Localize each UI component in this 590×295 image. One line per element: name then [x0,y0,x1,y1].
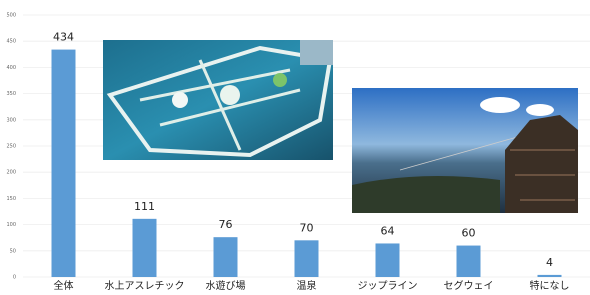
x-tick-label: 特になし [530,280,570,291]
x-tick-label: 全体 [54,279,74,291]
value-label: 111 [134,200,155,213]
bar [52,50,76,277]
y-tick-label: 100 [6,222,16,228]
y-tick-label: 300 [6,117,16,123]
value-label: 64 [381,224,395,237]
page: 0 50 100 150 200 250 300 350 400 450 500 全体 434 水上アスレ… [0,0,590,291]
y-tick-label: 0 [13,275,16,281]
value-label: 434 [53,31,74,44]
value-label: 76 [219,218,233,231]
photo-water-park [103,40,333,160]
bar [376,243,400,277]
y-tick-label: 200 [6,170,16,176]
y-tick-label: 350 [6,91,16,97]
value-label: 4 [546,256,553,269]
x-tick-label: ジップライン [358,280,418,291]
y-tick-label: 500 [6,13,16,19]
chart: 0 50 100 150 200 250 300 350 400 450 500 全体 434 水上アスレ… [0,0,590,291]
bar [214,237,238,277]
y-tick-label: 450 [6,39,16,45]
y-tick-label: 400 [6,65,16,71]
x-tick-label: 水遊び場 [206,279,246,291]
y-tick-label: 250 [6,144,16,150]
y-tick-label: 150 [6,196,16,202]
value-label: 60 [462,227,476,240]
x-tick-label: セグウェイ [444,279,494,291]
bar [457,246,481,277]
bar [133,219,157,277]
bar [538,275,562,277]
x-tick-label: 温泉 [297,279,317,291]
x-tick-label: 水上アスレチック [105,280,185,291]
y-tick-label: 50 [10,248,16,254]
bar [295,240,319,277]
photo-zipline [352,88,578,213]
value-label: 70 [300,221,314,234]
